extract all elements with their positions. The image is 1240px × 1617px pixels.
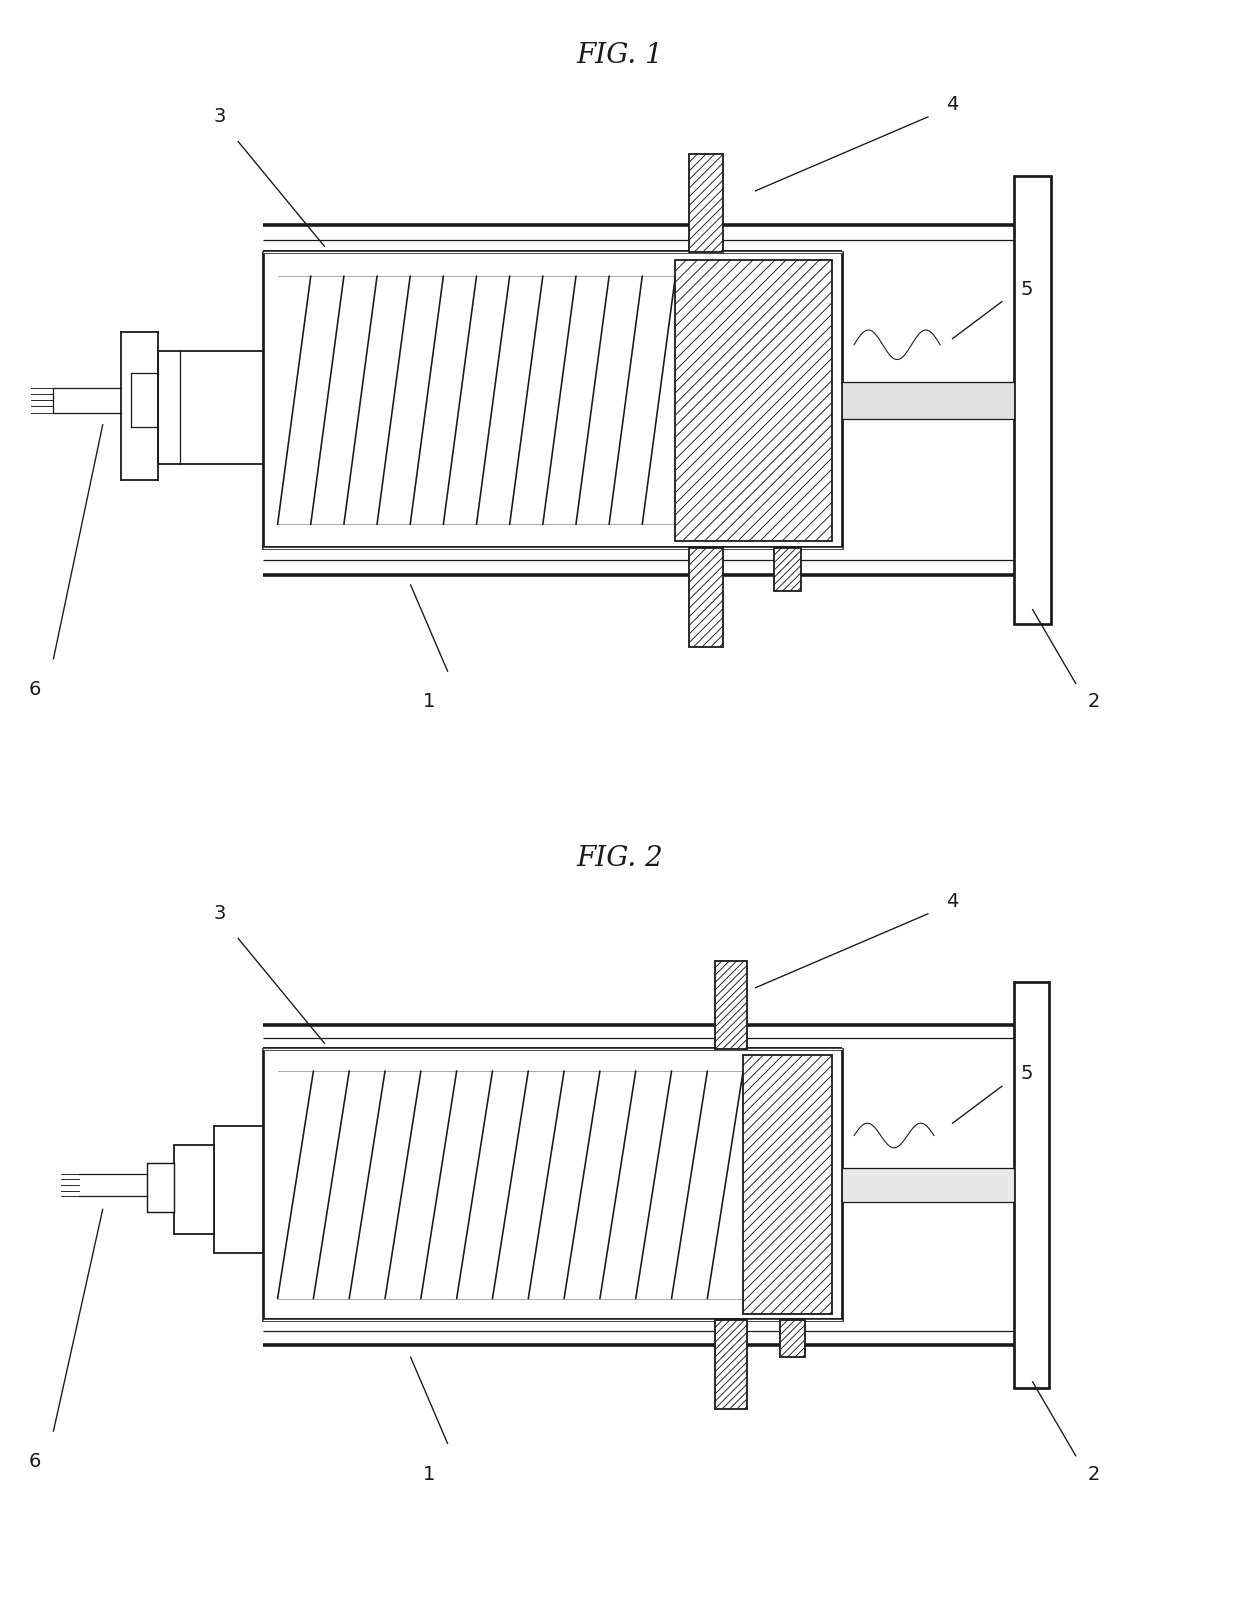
Text: 2: 2: [1087, 1465, 1100, 1484]
Bar: [213, 1125, 263, 1253]
Bar: [1014, 176, 1052, 624]
Bar: [842, 382, 1014, 419]
Bar: [263, 252, 842, 548]
Bar: [174, 1145, 213, 1234]
Text: 1: 1: [423, 692, 435, 711]
Text: 4: 4: [946, 893, 959, 910]
Bar: [743, 1056, 832, 1315]
Text: FIG. 1: FIG. 1: [577, 42, 663, 70]
Bar: [842, 1167, 1014, 1201]
Bar: [714, 1319, 746, 1408]
Bar: [676, 260, 832, 540]
Text: 5: 5: [1021, 280, 1033, 299]
Text: 5: 5: [1021, 1064, 1033, 1083]
Bar: [159, 351, 263, 464]
Bar: [148, 1163, 174, 1211]
Bar: [263, 1049, 842, 1319]
Text: 2: 2: [1087, 692, 1100, 711]
Bar: [774, 548, 801, 592]
Text: 3: 3: [213, 107, 226, 126]
Text: 1: 1: [423, 1465, 435, 1484]
Bar: [714, 960, 746, 1049]
Bar: [689, 548, 723, 647]
Bar: [780, 1319, 805, 1357]
Text: 6: 6: [29, 681, 41, 699]
Text: 4: 4: [946, 95, 959, 115]
Bar: [1014, 982, 1049, 1387]
Text: 3: 3: [213, 904, 226, 923]
Text: 6: 6: [29, 1452, 41, 1471]
Text: FIG. 2: FIG. 2: [577, 844, 663, 872]
Bar: [689, 154, 723, 252]
